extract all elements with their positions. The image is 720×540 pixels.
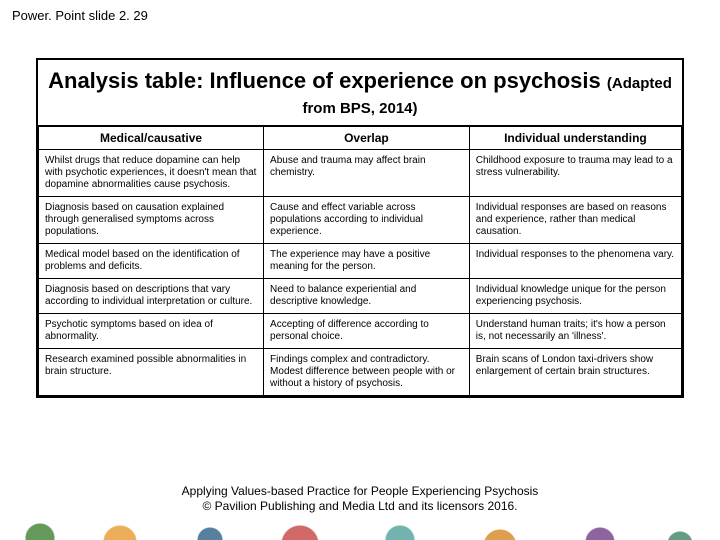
analysis-table: Medical/causative Overlap Individual und…	[38, 126, 682, 396]
content-box: Analysis table: Influence of experience …	[36, 58, 684, 398]
footer-decoration	[0, 520, 720, 540]
col-header-overlap: Overlap	[264, 126, 470, 149]
cell: Abuse and trauma may affect brain chemis…	[264, 149, 470, 196]
cell: Accepting of difference according to per…	[264, 313, 470, 348]
cell: Individual knowledge unique for the pers…	[469, 278, 681, 313]
table-row: Psychotic symptoms based on idea of abno…	[39, 313, 682, 348]
table-row: Diagnosis based on causation explained t…	[39, 196, 682, 243]
cell: Individual responses to the phenomena va…	[469, 243, 681, 278]
slide-label: Power. Point slide 2. 29	[12, 8, 148, 23]
footer-line1: Applying Values-based Practice for Peopl…	[0, 484, 720, 500]
table-row: Medical model based on the identificatio…	[39, 243, 682, 278]
cell: Brain scans of London taxi-drivers show …	[469, 348, 681, 395]
col-header-individual: Individual understanding	[469, 126, 681, 149]
cell: The experience may have a positive meani…	[264, 243, 470, 278]
cell: Childhood exposure to trauma may lead to…	[469, 149, 681, 196]
cell: Cause and effect variable across populat…	[264, 196, 470, 243]
table-row: Whilst drugs that reduce dopamine can he…	[39, 149, 682, 196]
cell: Diagnosis based on descriptions that var…	[39, 278, 264, 313]
title-text: Analysis table: Influence of experience …	[48, 68, 601, 93]
cell: Whilst drugs that reduce dopamine can he…	[39, 149, 264, 196]
table-header-row: Medical/causative Overlap Individual und…	[39, 126, 682, 149]
footer-line2: © Pavilion Publishing and Media Ltd and …	[0, 499, 720, 515]
cell: Research examined possible abnormalities…	[39, 348, 264, 395]
title-area: Analysis table: Influence of experience …	[38, 60, 682, 126]
cell: Psychotic symptoms based on idea of abno…	[39, 313, 264, 348]
footer-text: Applying Values-based Practice for Peopl…	[0, 484, 720, 515]
cell: Need to balance experiential and descrip…	[264, 278, 470, 313]
cell: Findings complex and contradictory. Mode…	[264, 348, 470, 395]
table-row: Research examined possible abnormalities…	[39, 348, 682, 395]
slide-title: Analysis table: Influence of experience …	[48, 68, 672, 119]
cell: Understand human traits; it's how a pers…	[469, 313, 681, 348]
col-header-medical: Medical/causative	[39, 126, 264, 149]
cell: Medical model based on the identificatio…	[39, 243, 264, 278]
footer: Applying Values-based Practice for Peopl…	[0, 485, 720, 540]
cell: Diagnosis based on causation explained t…	[39, 196, 264, 243]
cell: Individual responses are based on reason…	[469, 196, 681, 243]
table-row: Diagnosis based on descriptions that var…	[39, 278, 682, 313]
